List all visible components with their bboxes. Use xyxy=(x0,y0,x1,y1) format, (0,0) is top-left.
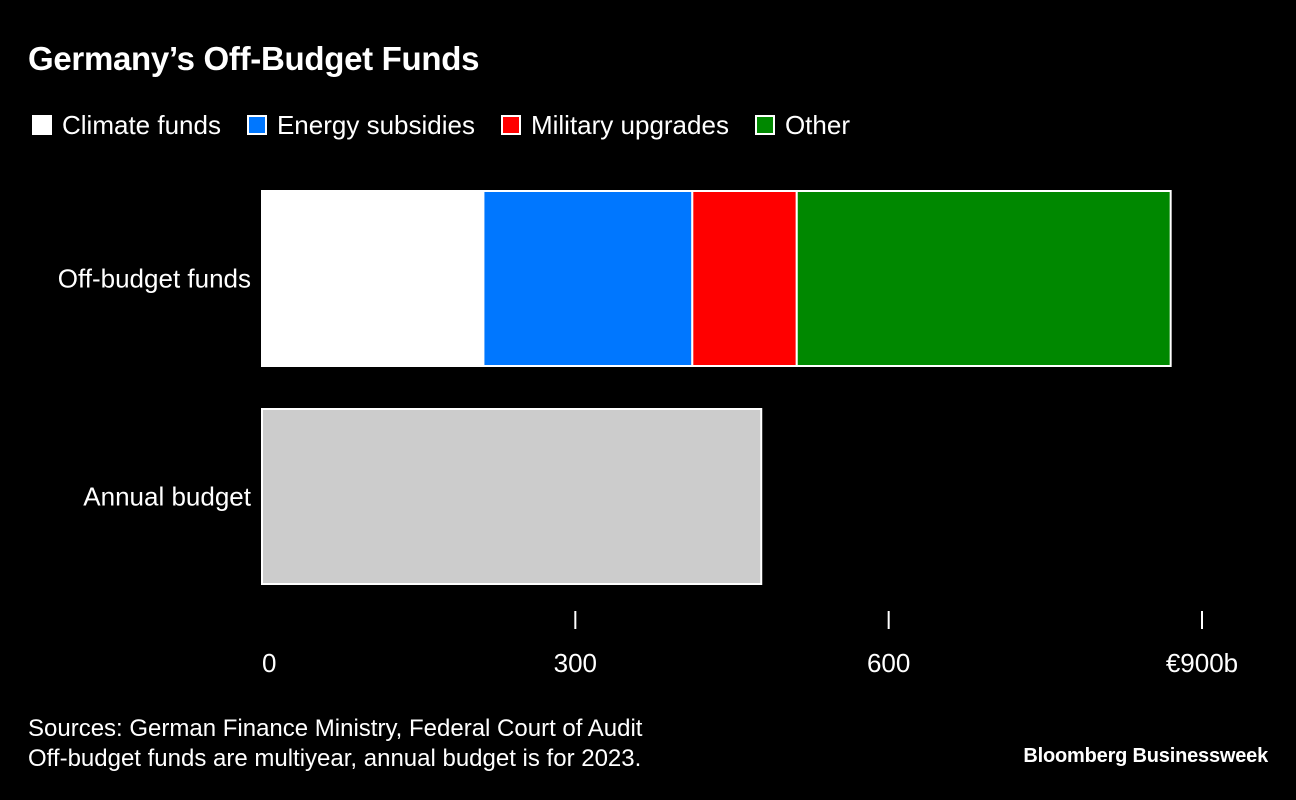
x-tick-label: 0 xyxy=(262,648,276,678)
legend-item-climate-funds: Climate funds xyxy=(32,108,221,142)
legend-swatch xyxy=(754,115,775,135)
legend-item-military-upgrades: Military upgrades xyxy=(500,108,729,142)
legend-item-energy-subsidies: Energy subsidies xyxy=(246,108,475,142)
bar-segment xyxy=(261,190,485,367)
legend-swatch xyxy=(246,115,267,135)
category-label: Annual budget xyxy=(83,482,251,512)
source-note: Sources: German Finance Ministry, Federa… xyxy=(28,715,643,742)
chart-title: Germany’s Off-Budget Funds xyxy=(28,40,480,77)
x-tick-label: 300 xyxy=(554,648,597,678)
bar-segment xyxy=(261,408,763,585)
brand-logo: Bloomberg Businessweek xyxy=(1023,745,1268,767)
bar-segment xyxy=(482,190,694,367)
legend: Climate funds Energy subsidies Military … xyxy=(32,108,876,142)
methodology-note: Off-budget funds are multiyear, annual b… xyxy=(28,745,642,772)
category-label: Off-budget funds xyxy=(58,264,251,294)
footnote: Sources: German Finance Ministry, Federa… xyxy=(28,714,642,774)
x-tick-label: 600 xyxy=(867,648,910,678)
legend-label: Other xyxy=(784,110,850,140)
bar-segment xyxy=(691,190,798,367)
legend-item-other: Other xyxy=(754,108,850,142)
legend-label: Climate funds xyxy=(62,110,221,140)
x-tick-label: €900b xyxy=(1166,648,1238,678)
legend-label: Military upgrades xyxy=(530,110,729,140)
legend-swatch xyxy=(500,115,521,135)
bar-segment xyxy=(795,190,1172,367)
legend-swatch xyxy=(32,115,52,135)
legend-label: Energy subsidies xyxy=(276,110,475,140)
